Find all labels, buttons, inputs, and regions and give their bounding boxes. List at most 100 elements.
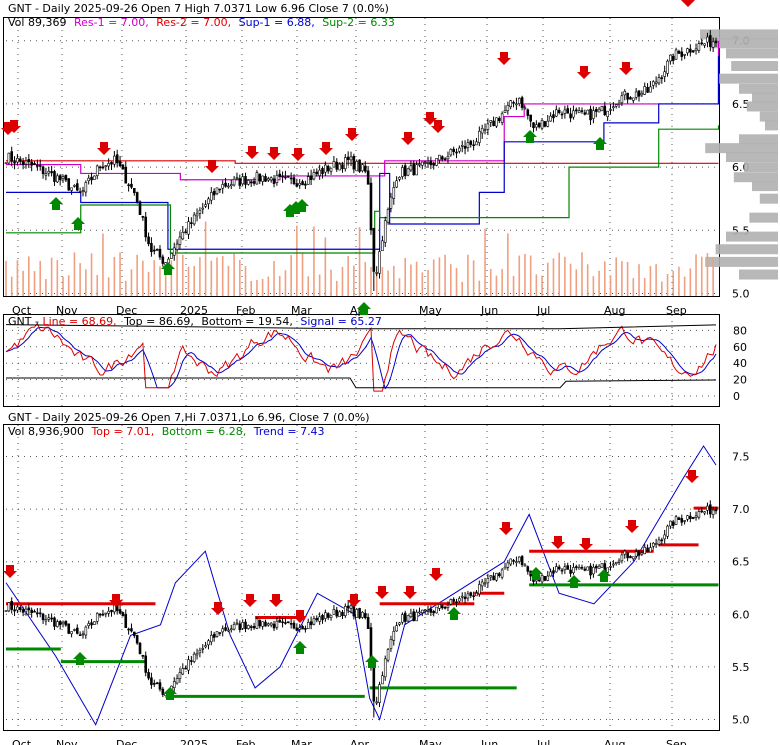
volume-bar — [330, 269, 332, 296]
volume-bar — [467, 254, 469, 296]
top-candle-body — [238, 178, 242, 186]
top-candle-body — [463, 146, 467, 149]
sell-arrow — [423, 112, 437, 125]
bottom-candle-body — [338, 611, 341, 617]
volume-profile-bar — [739, 269, 778, 280]
top-candle-body — [13, 161, 16, 164]
top-candle-body — [41, 166, 45, 174]
top-candle-body — [95, 165, 99, 176]
bottom-candle-body — [124, 614, 128, 628]
volume-bar — [227, 265, 230, 296]
bottom-candle-body — [110, 609, 113, 613]
top-candle-body — [589, 108, 592, 121]
top-candle-body — [580, 110, 584, 112]
top-candle-body — [500, 113, 504, 123]
top-candle-body — [324, 164, 327, 173]
top-candle-body — [67, 178, 71, 191]
top-candle-body — [229, 184, 233, 187]
top-candle-body — [36, 164, 39, 167]
bottom-candle-body — [64, 620, 68, 626]
volume-bar — [301, 252, 304, 296]
bottom-candle-body — [107, 610, 110, 614]
volume-bar — [307, 276, 310, 296]
top-candle-body — [657, 77, 661, 84]
volume-bar — [415, 261, 418, 296]
top-candle-body — [614, 104, 618, 107]
bottom-candle-body — [703, 511, 706, 514]
bottom-candle-body — [381, 675, 384, 685]
bottom-candle-body — [304, 628, 307, 630]
bottom-candle-body — [580, 566, 584, 569]
bottom-candle-body — [443, 606, 447, 609]
top-candle-body — [321, 168, 324, 175]
bottom-candle-body — [480, 581, 484, 587]
sell-arrow — [499, 522, 513, 535]
bottom-candle-body — [515, 561, 518, 563]
bottom-candle-body — [466, 593, 470, 599]
bottom-candle-body — [346, 605, 350, 609]
top-candle-body — [369, 182, 373, 231]
top-candle-body — [386, 209, 390, 223]
top-candle-body — [478, 130, 481, 143]
volume-bar — [187, 266, 190, 296]
volume-bar — [546, 262, 549, 296]
bottom-candle-body — [249, 626, 253, 628]
top-candle-body — [175, 243, 179, 250]
top-candle-body — [654, 81, 658, 84]
top-candle-body — [306, 176, 310, 185]
bottom-candle-body — [138, 642, 142, 655]
res1-line — [6, 40, 720, 181]
volume-bar — [626, 261, 629, 296]
bottom-candle-body — [352, 605, 356, 617]
volume-bar — [655, 264, 657, 296]
volume-profile-bar — [744, 162, 778, 173]
top-candle-body — [680, 51, 684, 57]
bottom-candle-body — [81, 633, 85, 636]
top-candle-body — [406, 168, 410, 176]
top-candle-body — [104, 165, 108, 167]
top-candle-body — [269, 177, 273, 181]
bottom-candle-body — [572, 567, 575, 573]
sell-arrow — [403, 586, 417, 599]
top-candle-body — [691, 50, 695, 53]
bottom-x-tick: Jul — [536, 738, 550, 745]
bottom-candle-body — [321, 615, 324, 621]
top-candle-body — [537, 122, 541, 128]
bottom-candle-body — [495, 572, 498, 581]
top-x-tick: Mar — [291, 304, 312, 317]
bottom-candle-body — [403, 612, 407, 622]
volume-bar — [56, 260, 59, 296]
volume-bar — [649, 266, 652, 296]
volume-profile-bar — [759, 111, 778, 122]
top-candle-body — [335, 161, 339, 170]
sell-arrow — [401, 132, 415, 145]
top-candle-body — [609, 109, 612, 111]
bottom-candle-body — [335, 609, 339, 617]
top-candle-body — [227, 185, 230, 188]
top-candle-body — [332, 161, 336, 168]
top-x-tick: Nov — [56, 304, 78, 317]
bottom-candle-body — [4, 610, 8, 612]
top-candle-body — [429, 160, 433, 166]
volume-bar — [296, 225, 298, 296]
bottom-header-volume: Vol 8,936,900 — [8, 425, 84, 438]
bottom-candle-body — [671, 521, 675, 526]
bottom-candle-body — [483, 582, 487, 585]
top-candle-body — [258, 173, 262, 182]
volume-profile-bar — [749, 212, 778, 223]
volume-bar — [501, 268, 503, 296]
bottom-candle-body — [577, 566, 581, 570]
top-candle-body — [33, 163, 36, 165]
volume-bar — [678, 266, 680, 296]
volume-bar — [33, 271, 36, 296]
buy-arrow — [163, 687, 177, 700]
bottom-candle-body — [677, 517, 681, 521]
top-candle-body — [50, 171, 53, 174]
top-candle-body — [152, 249, 156, 252]
top-candle-body — [133, 188, 136, 194]
bottom-candle-body — [78, 634, 82, 637]
bottom-candle-body — [503, 566, 507, 570]
top-header-res2: Res-2 = 7.00, — [156, 16, 231, 29]
top-candle-body — [540, 120, 544, 129]
volume-bar — [358, 227, 361, 296]
